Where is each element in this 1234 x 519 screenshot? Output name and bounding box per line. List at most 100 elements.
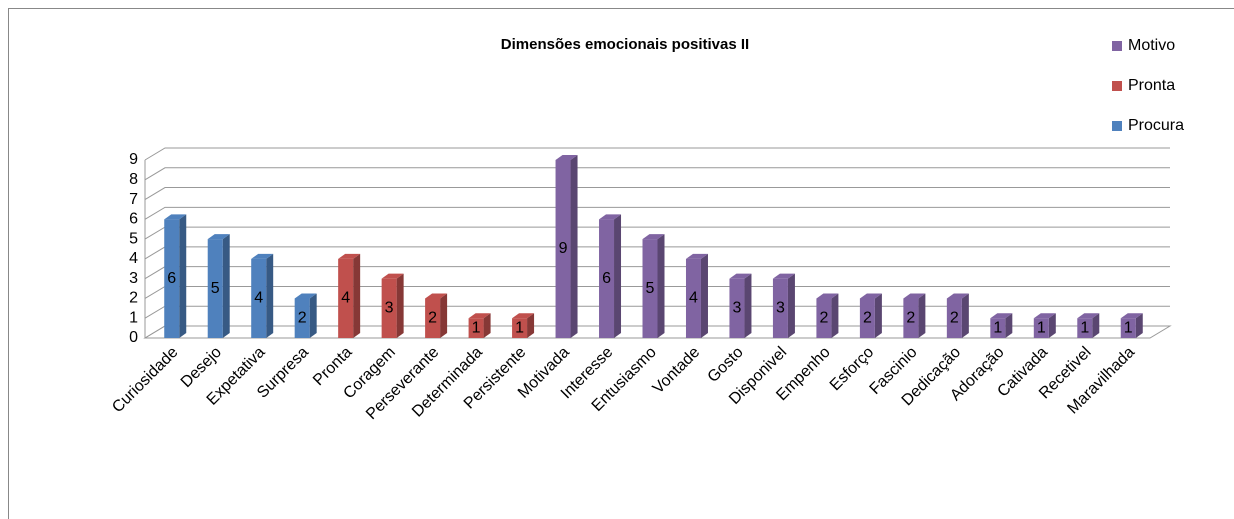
y-tick-label: 0 [129,329,138,346]
data-label: 5 [646,280,655,297]
data-label: 6 [602,270,611,287]
bar-top [251,253,274,259]
bar [859,298,875,338]
bar-top [685,253,708,259]
data-label: 1 [515,319,524,336]
grid-line [144,147,1170,161]
bar [381,278,397,338]
bar-top [1033,313,1056,319]
bar-top [207,234,230,240]
bar [251,258,267,338]
bar-side [570,155,578,338]
data-label: 3 [733,300,742,317]
bar [599,219,615,338]
bar-side [1048,313,1056,338]
bar-side [614,214,622,338]
bar-side [396,273,404,338]
data-label: 4 [254,290,263,307]
bar-side [222,234,230,338]
bar-side [1092,313,1100,338]
bar-top [903,293,926,299]
bar-side [700,253,708,338]
bar-top [338,253,361,259]
bar-top [772,273,795,279]
bar [555,160,571,338]
bar-top [816,293,839,299]
y-tick-label: 7 [129,191,138,208]
data-label: 5 [211,280,220,297]
y-tick-label: 4 [129,250,138,267]
data-label: 2 [950,309,959,326]
bar [207,239,223,338]
bar [1033,318,1049,338]
data-label: 1 [1080,319,1089,336]
bar-top [512,313,535,319]
bar-side [309,293,317,338]
data-label: 3 [776,300,785,317]
data-label: 2 [428,309,437,326]
bar [294,298,310,338]
bar-side [266,253,274,338]
bar [164,219,180,338]
bar-side [657,234,665,338]
bar-top [555,155,578,160]
y-tick-label: 1 [129,309,138,326]
bar-top [1077,313,1100,319]
bar [512,318,528,338]
bar [685,258,701,338]
data-label: 2 [298,309,307,326]
bar [990,318,1006,338]
data-label: 2 [819,309,828,326]
data-label: 4 [689,290,698,307]
bar [468,318,484,338]
legend-label: Procura [1128,117,1184,134]
bar-side [744,273,752,338]
bar-top [946,293,969,299]
grid-line [144,206,1170,220]
bar-top [294,293,317,299]
bar [425,298,441,338]
y-tick-label: 8 [129,171,138,188]
bar-top [599,214,622,220]
data-label: 1 [472,319,481,336]
bar [338,258,354,338]
bar [642,239,658,338]
legend-label: Motivo [1128,37,1175,54]
bar-top [859,293,882,299]
bar [1120,318,1136,338]
data-label: 1 [1037,319,1046,336]
bar-side [527,313,535,338]
legend-swatch [1112,41,1122,51]
bar [946,298,962,338]
grid-line [144,187,1170,200]
legend-label: Pronta [1128,77,1175,94]
bar [729,278,745,338]
bar-side [483,313,491,338]
bar [816,298,832,338]
bar-side [787,273,795,338]
bar-side [874,293,882,338]
y-tick-label: 9 [129,151,138,168]
bar [772,278,788,338]
bar-top [381,273,404,279]
legend-swatch [1112,121,1122,131]
y-tick-label: 5 [129,230,138,247]
bar [903,298,919,338]
bar-top [425,293,448,299]
bar-top [468,313,491,319]
data-label: 9 [559,240,568,257]
bar-side [353,253,361,338]
y-tick-label: 6 [129,211,138,228]
bar-side [179,214,187,338]
bar-side [1005,313,1013,338]
bar-top [729,273,752,279]
bar-side [1135,313,1143,338]
grid-line [144,167,1170,181]
data-label: 1 [993,319,1002,336]
data-label: 1 [1124,319,1133,336]
bar-top [642,234,665,240]
bar-side [918,293,926,338]
y-tick-label: 3 [129,270,138,287]
